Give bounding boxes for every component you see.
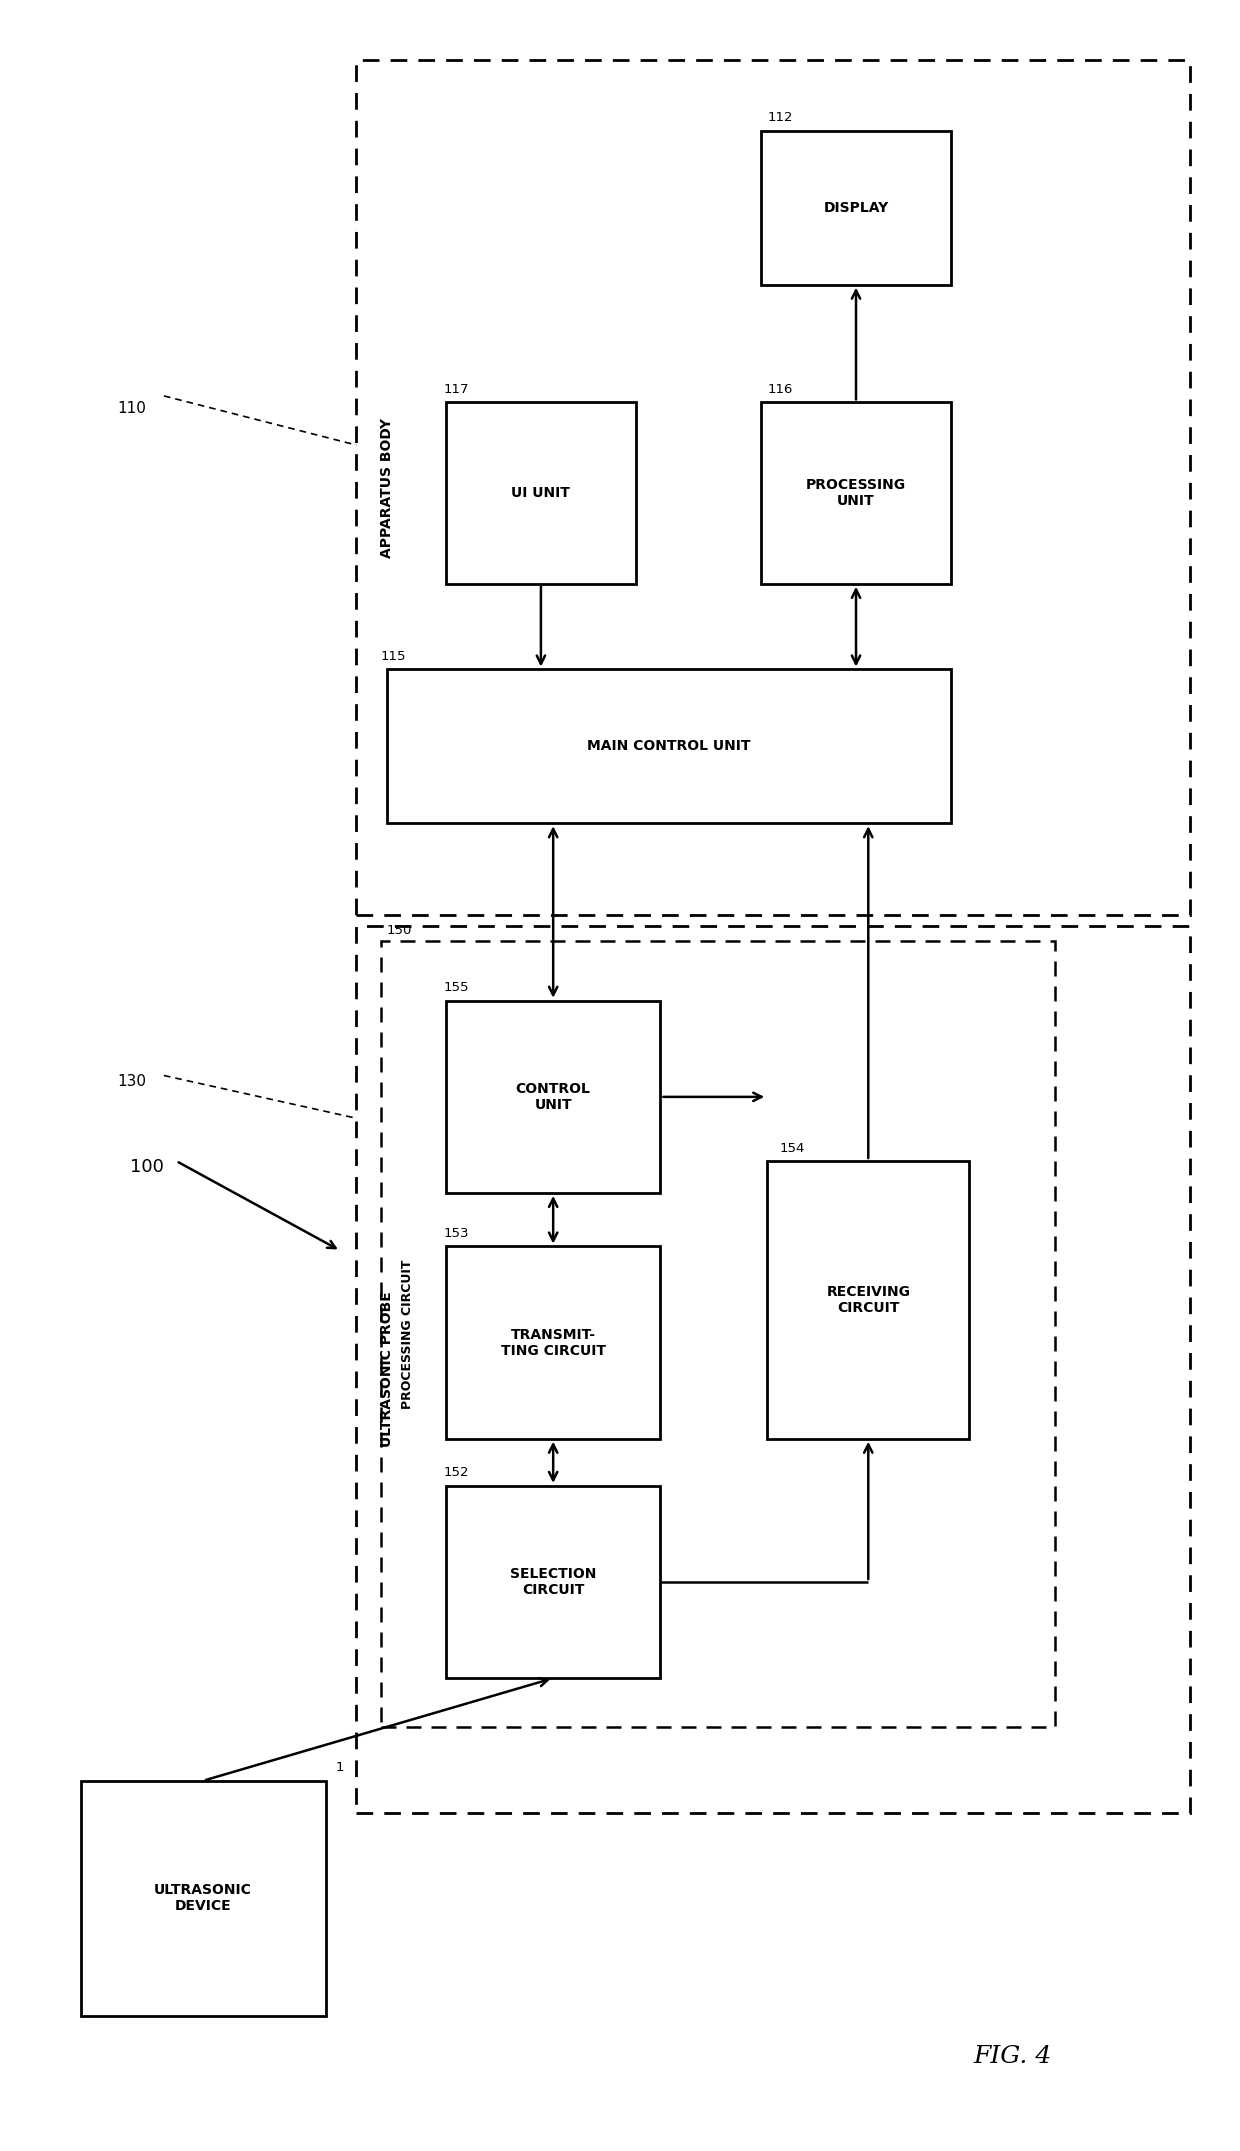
Text: APPARATUS BODY: APPARATUS BODY bbox=[379, 417, 394, 557]
Bar bbox=[381, 940, 1055, 1727]
Text: FIG. 4: FIG. 4 bbox=[973, 2046, 1052, 2067]
Text: 152: 152 bbox=[444, 1467, 469, 1480]
Bar bbox=[356, 60, 1190, 914]
Text: ULTRASONIC
DEVICE: ULTRASONIC DEVICE bbox=[154, 1882, 252, 1914]
Text: 154: 154 bbox=[780, 1142, 805, 1155]
Text: 117: 117 bbox=[444, 383, 469, 396]
Text: CONTROL
UNIT: CONTROL UNIT bbox=[516, 1082, 590, 1112]
Text: RECEIVING
CIRCUIT: RECEIVING CIRCUIT bbox=[826, 1284, 910, 1314]
Bar bbox=[446, 1000, 661, 1194]
Bar bbox=[761, 402, 951, 583]
Text: MAIN CONTROL UNIT: MAIN CONTROL UNIT bbox=[588, 740, 750, 753]
Text: ULTRASONIC PROBE: ULTRASONIC PROBE bbox=[379, 1291, 394, 1448]
Bar bbox=[446, 402, 636, 583]
Bar bbox=[761, 131, 951, 284]
Bar bbox=[387, 669, 951, 824]
Bar bbox=[446, 1245, 661, 1439]
Text: TRANSMIT-
TING CIRCUIT: TRANSMIT- TING CIRCUIT bbox=[501, 1327, 605, 1357]
Text: PROCESSING
UNIT: PROCESSING UNIT bbox=[806, 478, 906, 508]
Text: 155: 155 bbox=[444, 981, 469, 994]
Text: 150: 150 bbox=[387, 925, 413, 938]
Text: 116: 116 bbox=[768, 383, 792, 396]
Text: 100: 100 bbox=[129, 1157, 164, 1177]
Text: UI UNIT: UI UNIT bbox=[511, 486, 570, 501]
Bar bbox=[356, 925, 1190, 1813]
Text: 1: 1 bbox=[336, 1762, 343, 1775]
Text: PROCESSING CIRCUIT: PROCESSING CIRCUIT bbox=[402, 1258, 414, 1409]
Bar bbox=[81, 1781, 326, 2015]
Text: DISPLAY: DISPLAY bbox=[823, 200, 889, 215]
Text: 110: 110 bbox=[118, 400, 146, 415]
Text: 130: 130 bbox=[118, 1073, 146, 1088]
Text: 115: 115 bbox=[381, 650, 407, 663]
Text: 112: 112 bbox=[768, 112, 792, 125]
Text: SELECTION
CIRCUIT: SELECTION CIRCUIT bbox=[510, 1566, 596, 1596]
Bar bbox=[446, 1486, 661, 1678]
Bar bbox=[768, 1162, 970, 1439]
Text: 153: 153 bbox=[444, 1226, 469, 1241]
